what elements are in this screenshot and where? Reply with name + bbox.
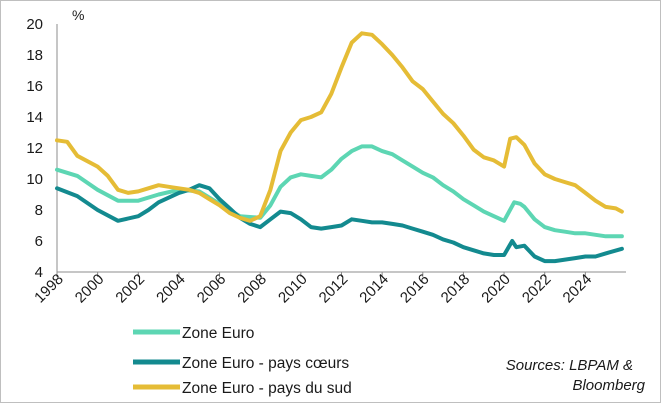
legend-label-zone-euro: Zone Euro xyxy=(182,325,254,342)
unit-label: % xyxy=(72,7,84,23)
series-line-1 xyxy=(55,183,624,264)
x-tick-label: 2018 xyxy=(438,271,474,307)
source-line-2: Bloomberg xyxy=(572,377,645,394)
x-tick-label: 2022 xyxy=(519,271,555,307)
y-tick-label: 14 xyxy=(26,109,43,126)
series-lines xyxy=(55,31,624,264)
x-tick-label: 2020 xyxy=(478,271,514,307)
y-tick-label: 12 xyxy=(26,140,43,157)
y-tick-label: 6 xyxy=(35,233,43,250)
x-tick-label: 2004 xyxy=(153,271,189,307)
x-tick-label: 2016 xyxy=(397,271,433,307)
series-line-2 xyxy=(55,31,624,223)
y-tick-label: 10 xyxy=(26,171,43,188)
x-tick-label: 2000 xyxy=(72,271,108,307)
x-tick-label: 2008 xyxy=(234,271,270,307)
x-tick-label: 2006 xyxy=(194,271,230,307)
y-tick-label: 20 xyxy=(26,16,43,33)
y-axis: 4 6 8 10 12 14 16 18 20 xyxy=(26,16,58,281)
y-tick-label: 4 xyxy=(35,264,43,281)
x-tick-label: 2010 xyxy=(275,271,311,307)
legend-label-pays-du-sud: Zone Euro - pays du sud xyxy=(182,380,352,397)
x-tick-label: 2014 xyxy=(356,271,392,307)
y-tick-label: 18 xyxy=(26,47,43,64)
x-tick-label: 2024 xyxy=(560,271,596,307)
x-tick-label: 2012 xyxy=(316,271,352,307)
y-tick-label: 16 xyxy=(26,78,43,95)
legend: Zone Euro Zone Euro - pays cœurs Zone Eu… xyxy=(133,325,352,397)
source-line-1: Sources: LBPAM & xyxy=(506,357,633,374)
x-axis: 1998 2000 2002 2004 2006 2008 2010 2012 2014 2016… xyxy=(31,271,626,307)
y-tick-label: 8 xyxy=(35,202,43,219)
x-tick-label: 2002 xyxy=(112,271,148,307)
legend-label-pays-coeurs: Zone Euro - pays cœurs xyxy=(182,355,349,372)
